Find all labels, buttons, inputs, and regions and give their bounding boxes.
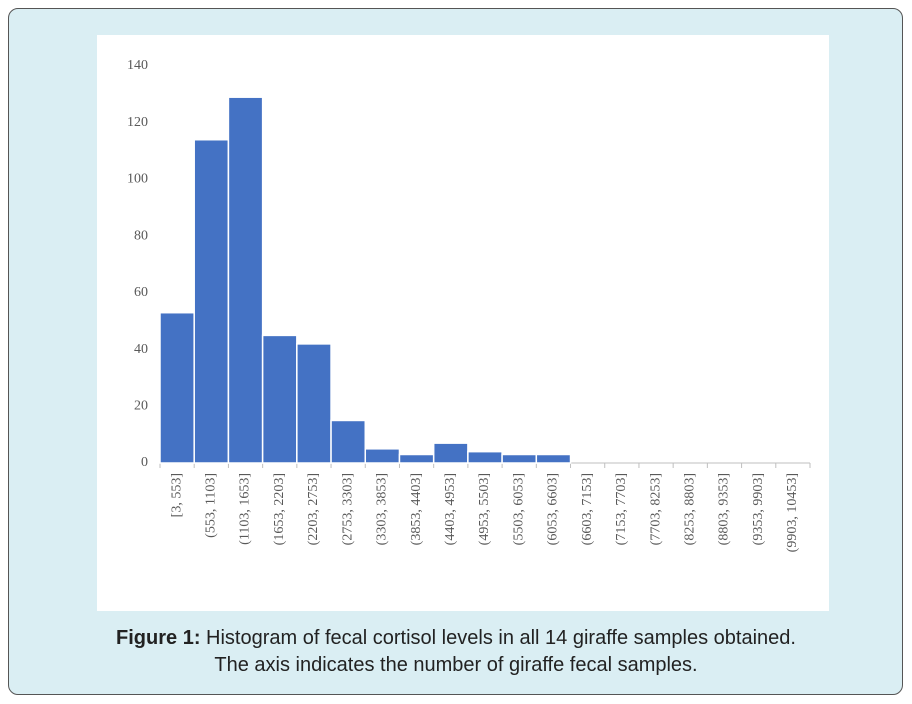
bar <box>261 334 298 464</box>
bar <box>535 453 572 464</box>
x-tick-label: (6603, 7153] <box>580 473 595 545</box>
caption-line: The axis indicates the number of giraffe… <box>214 654 698 676</box>
bar <box>398 453 435 464</box>
caption-label: Figure 1: <box>116 627 201 649</box>
y-tick-label: 120 <box>127 115 148 130</box>
bar <box>227 96 264 464</box>
x-tick-label: (3853, 4403] <box>409 473 424 545</box>
y-tick-label: 20 <box>134 399 148 414</box>
x-tick-label: (5503, 6053] <box>511 473 526 545</box>
x-tick-label: (8253, 8803] <box>682 473 697 545</box>
x-tick-label: (7153, 7703] <box>614 473 629 545</box>
x-tick-label: (6053, 6603] <box>546 473 561 545</box>
bar <box>467 450 503 464</box>
x-tick-label: (1103, 1653] <box>238 473 253 545</box>
bar <box>501 453 538 464</box>
x-tick-label: (4953, 5503] <box>477 473 492 545</box>
bar <box>193 138 230 464</box>
y-tick-label: 0 <box>141 455 148 470</box>
x-tick-label: (9903, 10453] <box>785 473 800 552</box>
bar <box>296 343 332 464</box>
bar <box>159 311 195 464</box>
y-tick-label: 100 <box>127 172 148 187</box>
x-tick-label: (9353, 9903] <box>751 473 766 545</box>
chart: 0 20 40 60 80 100 120 140 [3, 553] (553, 1103] (11… <box>97 35 829 611</box>
caption-text: Histogram of fecal cortisol levels in al… <box>206 627 796 649</box>
x-tick-label: (8803, 9353] <box>717 473 732 545</box>
caption-line: Figure 1: Histogram of fecal cortisol le… <box>8 625 904 652</box>
bar <box>432 442 469 464</box>
caption: Figure 1: Histogram of fecal cortisol le… <box>8 625 904 679</box>
x-tick-label: (2203, 2753] <box>306 473 321 545</box>
y-tick-label: 60 <box>134 285 148 300</box>
y-tick-label: 80 <box>134 228 148 243</box>
x-tick-label: (1653, 2203] <box>272 473 287 545</box>
x-tick-label: (2753, 3303] <box>340 473 355 545</box>
bar <box>330 419 367 464</box>
x-tick-label: (4403, 4953] <box>443 473 458 545</box>
x-tick-label: (3303, 3853] <box>375 473 390 545</box>
y-tick-label: 40 <box>134 342 148 357</box>
x-tick-label: [3, 553] <box>169 473 184 517</box>
x-tick-label: (7703, 8253] <box>648 473 663 545</box>
y-tick-label: 140 <box>127 58 148 73</box>
x-tick-label: (553, 1103] <box>204 473 219 538</box>
bar <box>364 448 401 464</box>
